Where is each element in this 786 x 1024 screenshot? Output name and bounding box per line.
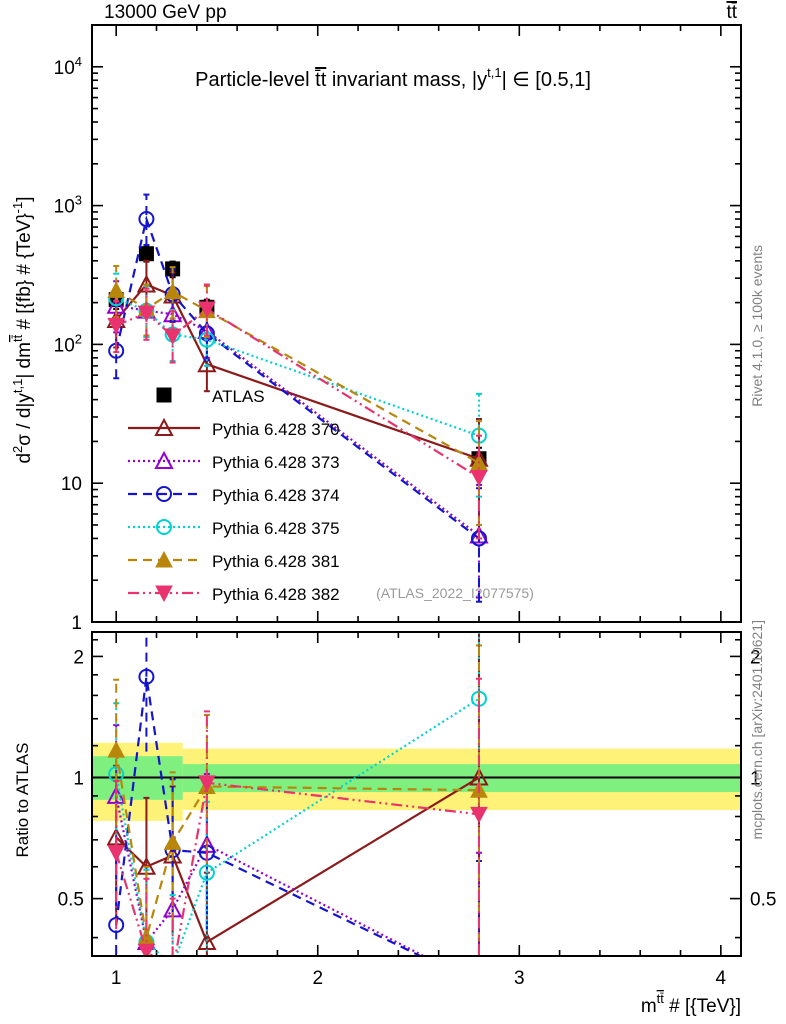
legend-item-atlas[interactable]: ATLAS bbox=[156, 387, 265, 406]
side-annotations: Rivet 4.1.0, ≥ 100k eventsmcplots.cern.c… bbox=[749, 245, 765, 839]
svg-text:d2σ / d|yt,1| dmtt̄ # [{fb} #: d2σ / d|yt,1| dmtt̄ # [{fb} # {TeV}-1] bbox=[10, 196, 35, 463]
marker-triangle-down-filled bbox=[155, 585, 173, 603]
main-panel-frame bbox=[91, 24, 742, 623]
main-ytick-label: 104 bbox=[54, 54, 82, 79]
panel-frames bbox=[91, 24, 742, 957]
ratio-ytick-label-right: 0.5 bbox=[750, 890, 776, 911]
legend-label: ATLAS bbox=[212, 387, 265, 406]
process-label: tt̄ bbox=[726, 2, 737, 23]
main-ytick-label: 103 bbox=[54, 193, 82, 218]
legend-item-p382[interactable]: Pythia 6.428 382 bbox=[128, 585, 340, 604]
legend-label: Pythia 6.428 375 bbox=[212, 519, 340, 538]
legend-label: Pythia 6.428 374 bbox=[212, 486, 340, 505]
marker-triangle-up bbox=[154, 417, 174, 436]
main-ytick-label: 1 bbox=[71, 613, 82, 634]
ratio-uncertainty-bands bbox=[93, 742, 740, 821]
ratio-plot-series bbox=[106, 633, 489, 955]
marker-triangle-down-filled bbox=[470, 806, 488, 824]
legend-label: Pythia 6.428 382 bbox=[212, 585, 340, 604]
marker-circle bbox=[156, 486, 172, 502]
ratio-series-line bbox=[115, 676, 421, 955]
main-ytick-label: 102 bbox=[54, 331, 82, 356]
header: 13000 GeV pp tt̄ bbox=[104, 2, 738, 23]
marker-circle bbox=[108, 916, 125, 933]
mcplots-reference-label: mcplots.cern.ch [arXiv:2401.10621] bbox=[749, 620, 765, 839]
analysis-watermark: (ATLAS_2022_I2077575) bbox=[376, 585, 534, 601]
marker-triangle-down-filled bbox=[198, 775, 216, 792]
ratio-ytick-label: 0.5 bbox=[58, 890, 84, 911]
marker-triangle-down-filled bbox=[107, 845, 126, 862]
marker-triangle-down-filled bbox=[137, 943, 156, 955]
marker-circle bbox=[138, 211, 155, 228]
legend-label: Pythia 6.428 381 bbox=[212, 552, 340, 571]
legend-item-p370[interactable]: Pythia 6.428 370 bbox=[128, 417, 340, 439]
marker-triangle-up-filled bbox=[107, 741, 126, 758]
ratio-ytick-label: 2 bbox=[73, 647, 84, 668]
marker-triangle-up-filled bbox=[107, 281, 126, 298]
marker-circle bbox=[138, 668, 155, 685]
marker-triangle-down-filled bbox=[470, 469, 488, 487]
marker-triangle-down-filled bbox=[107, 317, 126, 335]
xtick-label: 2 bbox=[312, 968, 323, 989]
svg-text:Ratio to ATLAS: Ratio to ATLAS bbox=[13, 743, 32, 858]
rivet-version-label: Rivet 4.1.0, ≥ 100k events bbox=[749, 245, 765, 407]
main-ylabel: d2σ / d|yt,1| dmtt̄ # [{fb} # {TeV}-1] bbox=[10, 196, 35, 463]
watermark-group: (ATLAS_2022_I2077575) bbox=[376, 585, 534, 601]
marker-triangle-up bbox=[197, 931, 217, 951]
xaxis-label: mtt̄ # [{TeV}] bbox=[641, 991, 741, 1017]
marker-triangle-up bbox=[197, 354, 217, 373]
series-pythia-6-428-382 bbox=[107, 283, 488, 540]
marker-circle bbox=[156, 519, 172, 535]
ratio-ytick-label: 1 bbox=[73, 769, 84, 790]
ratio-ytick-label-right: 2 bbox=[750, 647, 761, 668]
legend-item-p374[interactable]: Pythia 6.428 374 bbox=[128, 486, 340, 505]
main-ytick-label: 10 bbox=[61, 474, 82, 495]
marker-triangle-down-filled bbox=[137, 305, 156, 323]
xtick-label: 3 bbox=[514, 968, 525, 989]
marker-triangle-up-filled bbox=[163, 282, 182, 300]
ratio-series-pythia-6-428-382 bbox=[107, 677, 488, 955]
marker-triangle-up-filled bbox=[155, 550, 173, 568]
xtick-label: 1 bbox=[111, 968, 122, 989]
marker-circle bbox=[198, 864, 215, 881]
ratio-ylabel: Ratio to ATLAS bbox=[13, 743, 32, 858]
marker-triangle-up-filled bbox=[163, 833, 182, 850]
legend-label: Pythia 6.428 373 bbox=[212, 453, 340, 472]
ratio-panel-frame bbox=[91, 631, 742, 957]
marker-square bbox=[156, 387, 172, 403]
plot-title: Particle-level t̄t invariant mass, |yt,1… bbox=[195, 65, 591, 91]
legend: ATLAS Pythia 6.428 370 Pythia 6.428 373 Pyt… bbox=[128, 387, 340, 604]
xtick-label: 4 bbox=[716, 968, 727, 989]
ratio-ytick-label-right: 1 bbox=[750, 769, 761, 790]
legend-item-p375[interactable]: Pythia 6.428 375 bbox=[128, 519, 340, 538]
marker-triangle-down-filled bbox=[163, 328, 182, 346]
beam-label: 13000 GeV pp bbox=[104, 2, 227, 23]
series-line bbox=[115, 297, 480, 437]
axis-ticks bbox=[92, 24, 741, 956]
legend-item-p381[interactable]: Pythia 6.428 381 bbox=[128, 550, 340, 571]
series-line bbox=[116, 304, 480, 537]
legend-label: Pythia 6.428 370 bbox=[212, 420, 340, 439]
legend-item-p373[interactable]: Pythia 6.428 373 bbox=[128, 450, 340, 472]
marker-triangle-down-filled bbox=[198, 301, 216, 319]
series-line bbox=[115, 307, 480, 479]
main-plot-series bbox=[106, 193, 489, 603]
svg-text:mtt̄ # [{TeV}]: mtt̄ # [{TeV}] bbox=[641, 991, 741, 1017]
marker-triangle-up bbox=[154, 450, 174, 469]
svg-text:Particle-level t̄t invariant m: Particle-level t̄t invariant mass, |yt,1… bbox=[195, 65, 591, 91]
marker-square bbox=[138, 246, 154, 262]
